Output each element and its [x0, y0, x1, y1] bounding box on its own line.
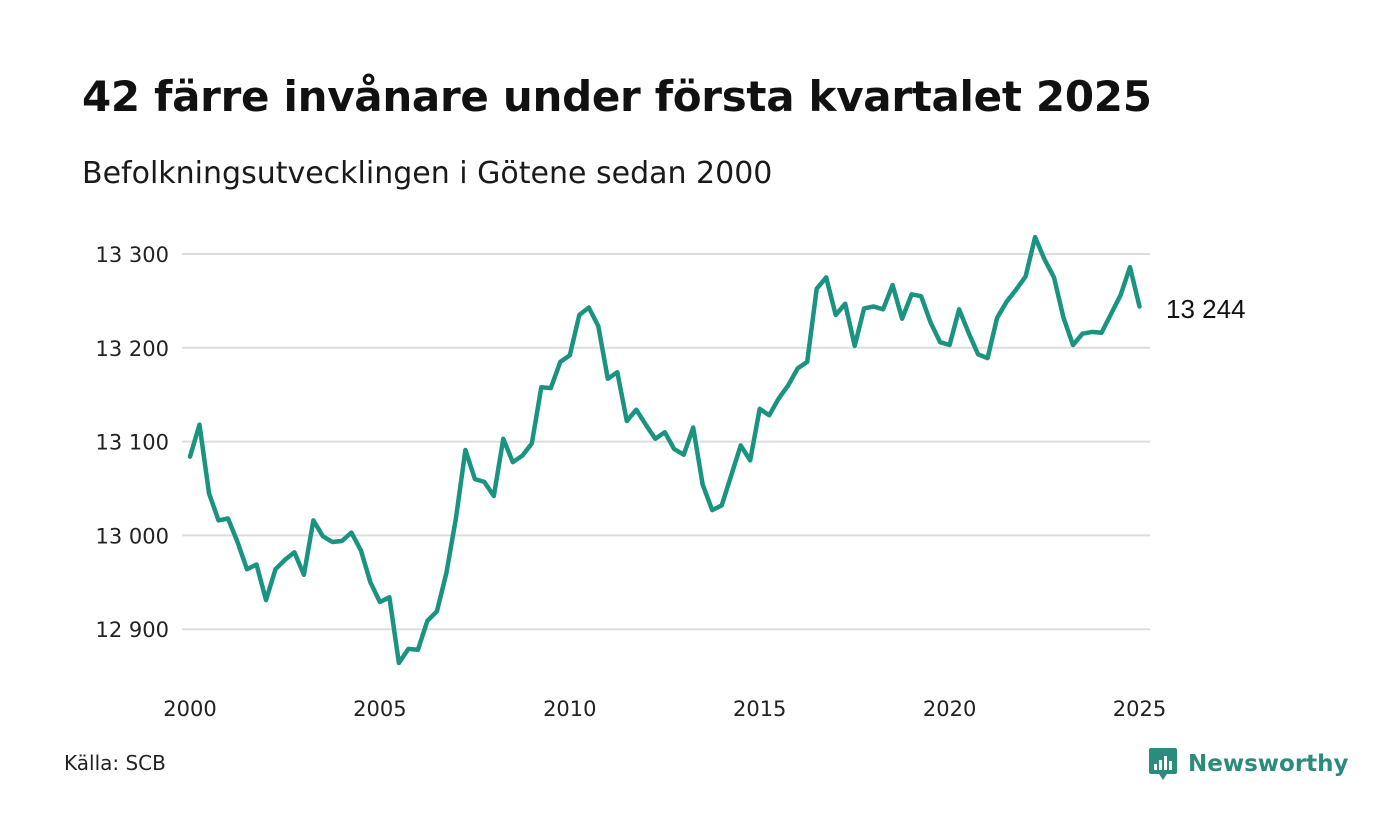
brand-logo: Newsworthy	[1148, 744, 1349, 784]
y-tick-label: 13 100	[96, 431, 169, 455]
chart-subtitle: Befolkningsutvecklingen i Götene sedan 2…	[82, 156, 773, 191]
y-tick-label: 13 300	[96, 243, 169, 267]
x-tick-label: 2010	[543, 697, 596, 721]
series-layer	[187, 234, 1142, 666]
gridlines	[182, 253, 1150, 631]
brand-name: Newsworthy	[1188, 751, 1349, 777]
x-tick-label: 2015	[733, 697, 786, 721]
chart-title: 42 färre invånare under första kvartalet…	[82, 72, 1152, 121]
y-tick-label: 12 900	[96, 618, 169, 642]
y-tick-label: 13 200	[96, 337, 169, 361]
x-tick-label: 2020	[923, 697, 976, 721]
x-tick-label: 2025	[1113, 697, 1166, 721]
series-line	[187, 234, 1142, 666]
x-axis-ticks: 2000 2005 2010 2015 2020 2025	[163, 697, 1166, 721]
end-value-label: 13 244	[1166, 294, 1246, 324]
y-tick-label: 13 000	[96, 524, 169, 548]
source-note: Källa: SCB	[64, 751, 166, 775]
x-tick-label: 2000	[163, 697, 216, 721]
newsworthy-logo-icon	[1149, 748, 1177, 780]
x-tick-label: 2005	[353, 697, 406, 721]
y-axis-ticks: 12 900 13 000 13 100 13 200 13 300	[96, 243, 169, 642]
